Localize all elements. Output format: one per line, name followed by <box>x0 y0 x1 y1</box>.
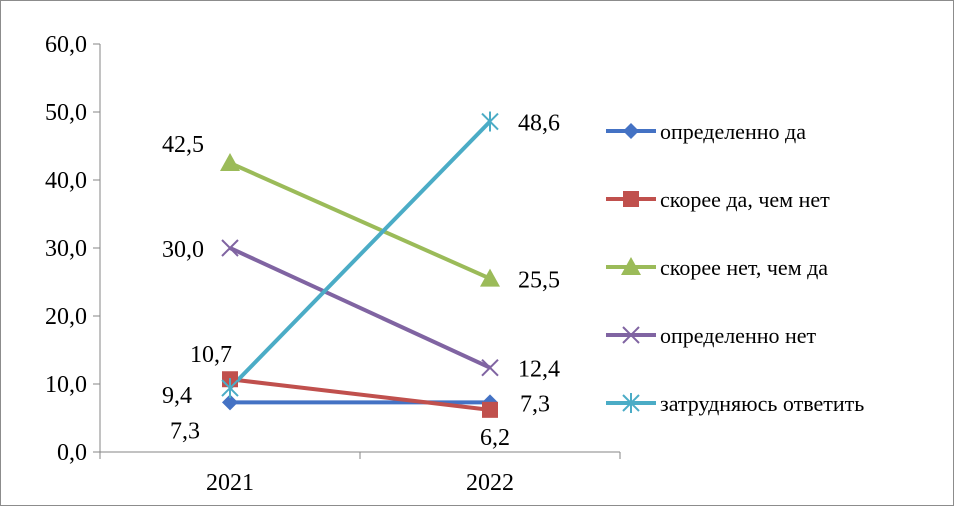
series-1-point-1 <box>482 401 498 418</box>
series-3-point-1 <box>481 358 499 377</box>
data-label-s0-p0: 7,3 <box>170 418 200 444</box>
data-label-s2-p0: 42,5 <box>162 132 204 158</box>
data-label-s2-p1: 25,5 <box>518 268 560 294</box>
legend-marker <box>621 257 641 275</box>
y-tick-label: 30,0 <box>45 236 87 262</box>
data-label-s3-p1: 12,4 <box>518 357 560 383</box>
data-label-s3-p0: 30,0 <box>162 237 204 263</box>
data-labels: 7,3 7,3 10,7 6,2 42,5 25,5 30,0 12,4 9,4 48,6 <box>162 111 560 451</box>
legend-marker <box>622 326 640 344</box>
legend-label: скорее нет, чем да <box>660 255 828 280</box>
y-tick-label: 20,0 <box>45 304 87 330</box>
legend-label: затрудняюсь ответить <box>660 391 864 416</box>
legend-item-2: скорее нет, чем да <box>606 255 828 280</box>
legend-marker <box>622 393 640 413</box>
series-3-point-0 <box>221 239 239 257</box>
legend: определенно да скорее да, чем нет скорее н… <box>606 119 864 416</box>
legend-label: определенно нет <box>660 323 817 348</box>
data-label-s1-p0: 10,7 <box>190 342 232 368</box>
y-tick-label: 50,0 <box>45 100 87 126</box>
series-0-point-0 <box>222 394 238 411</box>
legend-item-3: определенно нет <box>606 323 817 348</box>
data-label-s1-p1: 6,2 <box>480 425 510 451</box>
data-label-s0-p1: 7,3 <box>520 391 550 417</box>
series-lines <box>228 120 492 412</box>
legend-label: определенно да <box>660 119 806 144</box>
marker-stroke <box>221 239 239 257</box>
legend-label: скорее да, чем нет <box>660 187 830 212</box>
marker-stroke <box>481 358 499 377</box>
x-tick-label: 2021 <box>206 470 254 496</box>
y-tick-label: 10,0 <box>45 372 87 398</box>
legend-item-0: определенно да <box>606 119 806 144</box>
y-tick-label: 40,0 <box>45 168 87 194</box>
legend-marker <box>623 123 639 139</box>
data-label-s4-p1: 48,6 <box>518 111 560 137</box>
series-4-point-1 <box>481 111 499 132</box>
series-line-4 <box>228 120 492 390</box>
legend-item-1: скорее да, чем нет <box>606 187 830 212</box>
series-2-point-1 <box>480 268 500 287</box>
legend-marker <box>623 191 639 207</box>
y-tick-label: 60,0 <box>45 32 87 58</box>
series-markers <box>220 111 500 418</box>
data-label-s4-p0: 9,4 <box>162 383 192 409</box>
series-4-point-0 <box>221 378 239 399</box>
axes: 0,0 10,0 20,0 30,0 40,0 50,0 60,0 2021 2022 <box>45 32 621 496</box>
legend-item-4: затрудняюсь ответить <box>606 391 864 416</box>
series-2-point-0 <box>220 153 240 171</box>
series-line-1 <box>229 377 491 412</box>
y-tick-label: 0,0 <box>57 440 87 466</box>
series-line-2 <box>229 161 491 281</box>
series-line-3 <box>229 246 491 370</box>
x-tick-label: 2022 <box>466 470 514 496</box>
marker-stroke <box>622 326 640 344</box>
